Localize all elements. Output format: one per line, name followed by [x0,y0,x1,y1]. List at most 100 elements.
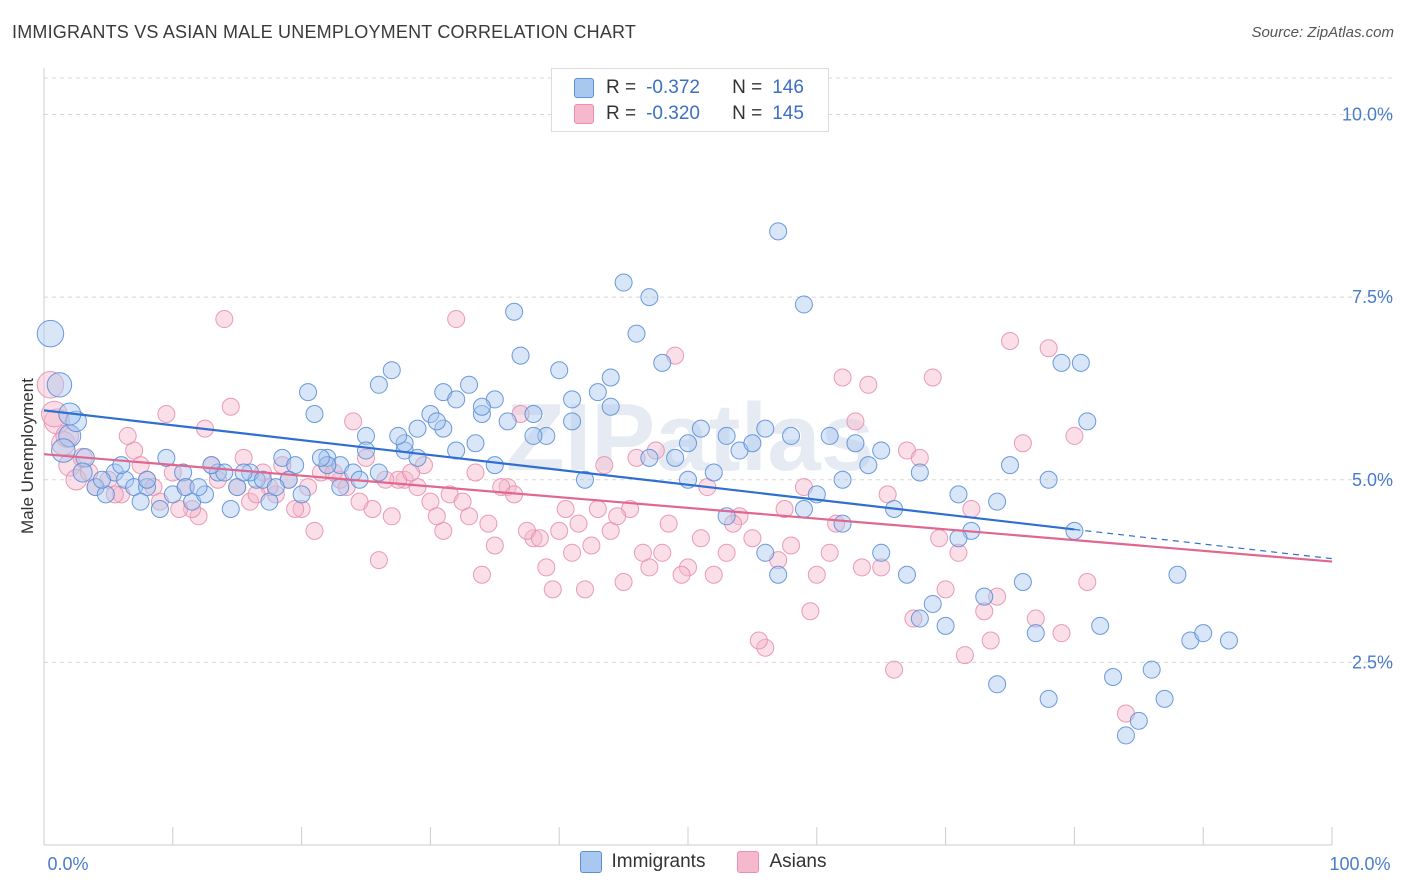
asians-point [447,310,466,329]
asians-point [749,631,768,650]
asians-point [350,492,369,511]
immigrants-point [408,419,427,438]
asians-point [910,448,929,467]
immigrants-point [872,441,891,460]
immigrants-point [189,478,208,497]
immigrants-point [485,456,504,475]
x-tick-label: 100.0% [1329,854,1390,874]
immigrants-point [46,372,73,398]
asians-point [627,448,646,467]
immigrants-point [51,438,76,463]
immigrants-point [575,470,594,489]
immigrants-point [627,324,646,343]
asians-point [485,536,504,555]
y-axis-label: Male Unemployment [18,378,37,534]
asians-point [466,463,485,482]
immigrants-point [910,609,929,628]
immigrants-point [666,448,685,467]
asians-point [1001,331,1019,350]
immigrants-point [311,448,330,467]
legend-swatch-blue [579,851,602,873]
asians-point [479,514,498,533]
immigrants-point [1116,726,1135,745]
legend-n-value: 146 [772,77,804,98]
asians-point [118,426,137,445]
asians-point [569,514,588,533]
immigrants-point [389,426,408,445]
legend-swatch-blue [574,78,594,98]
immigrants-point [614,273,633,292]
legend-swatch-pink [574,104,594,124]
asians-point [530,529,549,548]
legend-item-immigrants[interactable]: Immigrants [579,851,705,873]
immigrants-point [86,478,105,497]
immigrants-point [1001,456,1019,475]
asians-point [904,609,923,628]
asians-point [144,478,163,497]
asians-point [550,521,569,540]
legend-n-label: N = [732,77,763,98]
immigrants-point [234,463,253,482]
immigrants-point [292,485,311,504]
asians-point [782,536,801,555]
legend-r-label: R = [606,103,637,124]
immigrants-point [769,222,788,241]
immigrants-point [357,426,375,445]
asians-point [305,521,324,540]
asians-point [743,529,762,548]
asians-point [241,492,260,511]
x-tick-label: 0.0% [47,854,88,874]
asians-point [885,660,904,679]
trend-lines [43,409,1333,563]
immigrants-point [466,434,485,453]
immigrants-point [305,405,324,424]
immigrants-point [472,397,491,416]
immigrants-point [872,543,891,562]
asians-point [344,412,363,431]
y-tick-label: 5.0% [1352,470,1393,490]
asians-point [575,580,594,599]
immigrants-point [1168,565,1187,584]
immigrants-point [1078,412,1097,431]
immigrants-point [202,456,221,475]
immigrants-point [72,462,93,483]
immigrants-point [331,478,350,497]
asians-point [807,565,826,584]
immigrants-point [460,375,479,394]
immigrants-point [1013,573,1032,592]
immigrants-point [949,485,968,504]
asians-point [215,310,234,329]
immigrants-point [116,470,135,489]
legend-item-asians[interactable]: Asians [737,851,827,873]
immigrants-point [1129,711,1148,730]
asians-point [653,543,672,562]
immigrants-point [975,587,994,606]
asians-point [659,514,678,533]
immigrants-trend-line [43,409,1075,531]
immigrants-point [640,448,659,467]
asians-point [614,573,633,592]
legend-row-immigrants: R = -0.372 N = 146 [574,76,804,100]
immigrants-point [910,463,929,482]
axis-layer [43,68,1333,846]
asians-point [221,397,240,416]
asians-point [988,587,1007,606]
asians-point [801,602,820,621]
asians-point [36,371,65,399]
legend-n-value: 145 [772,103,804,124]
immigrants-point [691,419,710,438]
immigrants-point [196,485,214,504]
immigrants-point [36,319,65,348]
immigrants-point [704,463,723,482]
asians-point [588,499,607,518]
immigrants-point [743,434,762,453]
asians-point [595,456,614,475]
asians-point [872,558,891,577]
immigrants-point [537,426,556,445]
asians-point [543,580,562,599]
asians-point [852,558,871,577]
immigrants-point [299,383,318,402]
y-tick-label: 2.5% [1352,652,1393,672]
asians-point [679,558,697,577]
immigrants-point [92,470,111,489]
